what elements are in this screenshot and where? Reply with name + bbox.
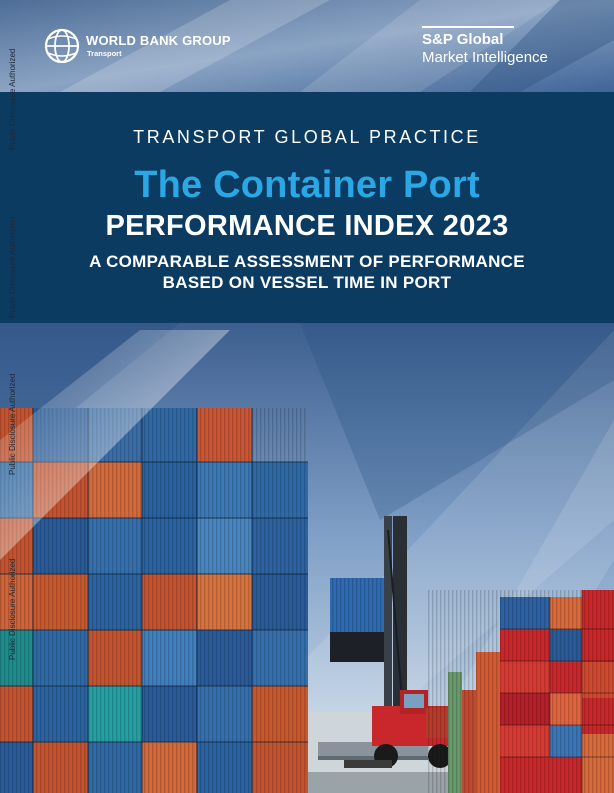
report-subtitle: PERFORMANCE INDEX 2023	[105, 210, 509, 242]
world-bank-name: WORLD BANK GROUP	[86, 33, 231, 48]
tagline-line-1: A COMPARABLE ASSESSMENT OF PERFORMANCE	[89, 252, 525, 271]
sp-global-unit: Market Intelligence	[422, 49, 548, 66]
report-title: The Container Port	[134, 164, 480, 206]
world-bank-logo: WORLD BANK GROUP Transport	[44, 28, 231, 64]
disclosure-watermark: Public Disclosure Authorized	[8, 48, 17, 150]
sp-global-logo: S&P Global Market Intelligence	[422, 26, 548, 67]
globe-icon	[44, 28, 80, 64]
sp-global-name: S&P Global	[422, 31, 504, 48]
disclosure-watermark: Public Disclosure Authorized	[8, 373, 17, 475]
title-band	[0, 92, 614, 323]
disclosure-watermark: Public Disclosure Authorized	[8, 558, 17, 660]
report-tagline: A COMPARABLE ASSESSMENT OF PERFORMANCE B…	[0, 251, 614, 293]
disclosure-watermark: Public Disclosure Authorized	[8, 216, 17, 318]
practice-heading: TRANSPORT GLOBAL PRACTICE	[133, 127, 481, 147]
sp-global-rule	[422, 26, 514, 28]
tagline-line-2: BASED ON VESSEL TIME IN PORT	[162, 273, 452, 292]
header-logos: WORLD BANK GROUP Transport S&P Global Ma…	[0, 0, 614, 92]
world-bank-unit: Transport	[87, 49, 122, 58]
